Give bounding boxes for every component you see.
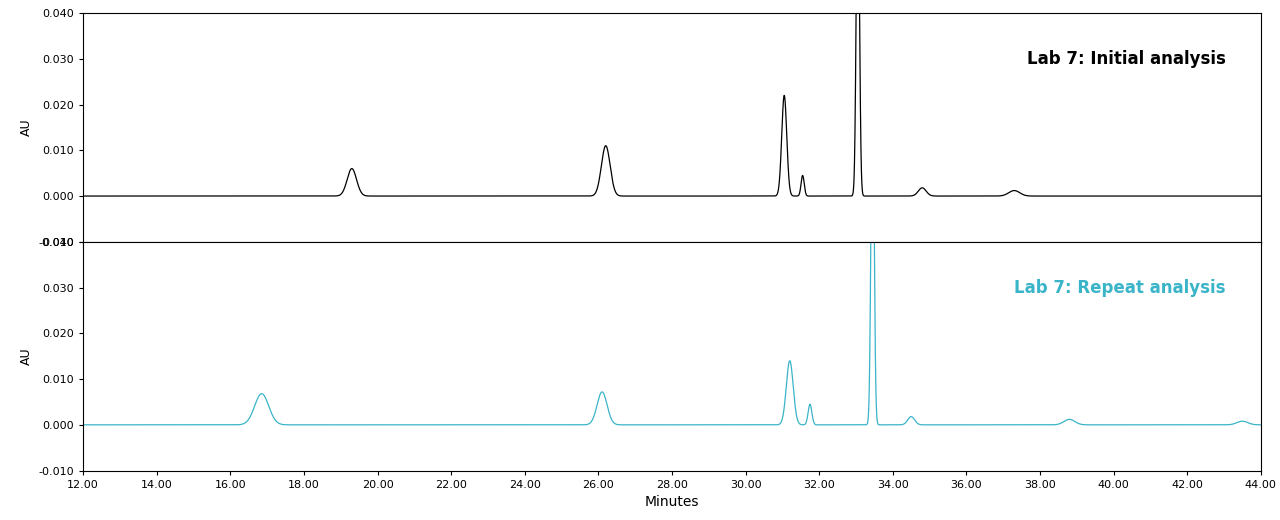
X-axis label: Minutes: Minutes (645, 495, 699, 509)
Y-axis label: AU: AU (20, 119, 33, 136)
Text: Lab 7: Repeat analysis: Lab 7: Repeat analysis (1014, 279, 1225, 296)
Text: Lab 7: Initial analysis: Lab 7: Initial analysis (1027, 50, 1225, 68)
Y-axis label: AU: AU (20, 347, 33, 365)
